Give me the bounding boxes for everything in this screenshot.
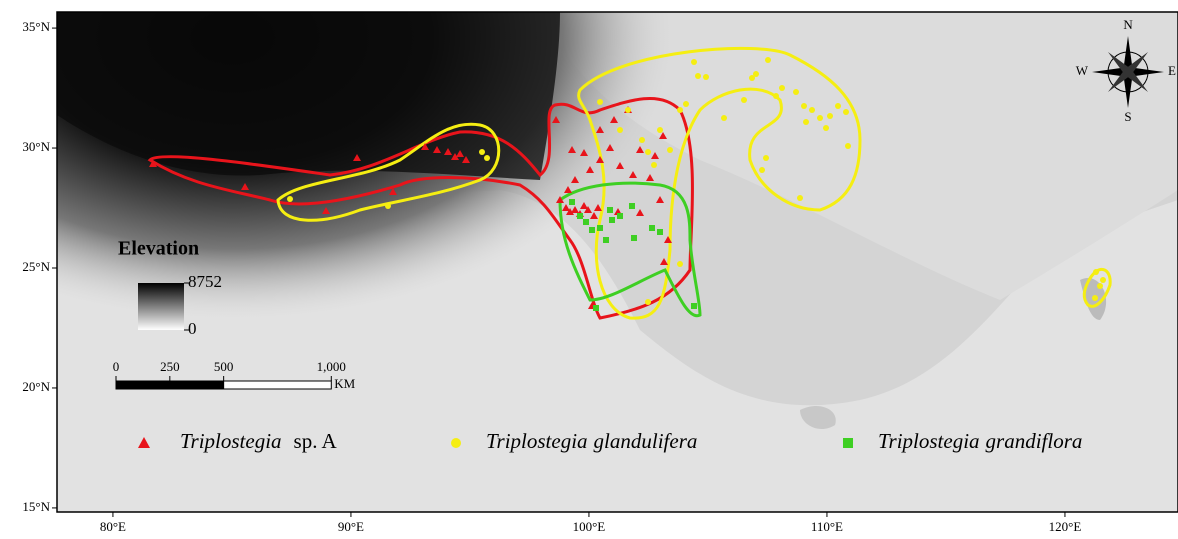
occurrence-glandulifera xyxy=(677,261,683,267)
occurrence-glandulifera xyxy=(597,99,603,105)
scale-unit: KM xyxy=(334,376,355,391)
occurrence-glandulifera xyxy=(759,167,765,173)
x-tick-label: 120°E xyxy=(1049,519,1082,534)
elevation-title: Elevation xyxy=(118,238,199,260)
occurrence-glandulifera xyxy=(617,127,623,133)
occurrence-grandiflora xyxy=(607,207,613,213)
occurrence-grandiflora xyxy=(583,219,589,225)
occurrence-glandulifera xyxy=(625,107,631,113)
occurrence-grandiflora xyxy=(649,225,655,231)
occurrence-glandulifera xyxy=(691,59,697,65)
occurrence-glandulifera xyxy=(779,85,785,91)
occurrence-glandulifera xyxy=(1093,269,1099,275)
legend-epithet: sp. A xyxy=(294,429,338,453)
occurrence-glandulifera xyxy=(823,125,829,131)
occurrence-grandiflora xyxy=(631,235,637,241)
occurrence-grandiflora xyxy=(629,203,635,209)
occurrence-glandulifera xyxy=(817,115,823,121)
elevation-max: 8752 xyxy=(188,272,222,291)
y-tick-label: 15°N xyxy=(22,499,50,514)
x-tick-label: 80°E xyxy=(100,519,126,534)
occurrence-glandulifera xyxy=(1100,277,1106,283)
legend-genus: Triplostegia xyxy=(180,429,282,453)
compass-s: S xyxy=(1124,109,1131,124)
compass-w: W xyxy=(1076,63,1089,78)
x-tick-label: 100°E xyxy=(573,519,606,534)
occurrence-grandiflora xyxy=(603,237,609,243)
occurrence-glandulifera xyxy=(385,203,391,209)
y-tick-label: 35°N xyxy=(22,19,50,34)
occurrence-glandulifera xyxy=(657,127,663,133)
occurrence-glandulifera xyxy=(741,97,747,103)
occurrence-glandulifera xyxy=(765,57,771,63)
legend-epithet: grandiflora xyxy=(986,429,1083,453)
occurrence-grandiflora xyxy=(617,213,623,219)
legend-label: Triplostegia sp. A xyxy=(180,429,338,453)
legend-symbol xyxy=(451,438,461,448)
occurrence-glandulifera xyxy=(763,155,769,161)
x-tick-label: 110°E xyxy=(811,519,843,534)
occurrence-glandulifera xyxy=(845,143,851,149)
occurrence-glandulifera xyxy=(683,101,689,107)
occurrence-glandulifera xyxy=(1092,295,1098,301)
scale-segment xyxy=(170,381,224,389)
occurrence-glandulifera xyxy=(639,137,645,143)
occurrence-glandulifera xyxy=(1097,283,1103,289)
y-tick-label: 25°N xyxy=(22,259,50,274)
elevation-min: 0 xyxy=(188,319,197,338)
occurrence-glandulifera xyxy=(803,119,809,125)
occurrence-glandulifera xyxy=(773,93,779,99)
legend-symbol xyxy=(843,438,853,448)
occurrence-glandulifera xyxy=(801,103,807,109)
occurrence-glandulifera xyxy=(287,196,293,202)
occurrence-glandulifera xyxy=(703,74,709,80)
occurrence-glandulifera xyxy=(835,103,841,109)
map: 80°E 90°E 100°E 110°E 120°E 15°N 20°N 25°N 30°N 3… xyxy=(0,0,1178,539)
y-tick-label: 30°N xyxy=(22,139,50,154)
occurrence-glandulifera xyxy=(645,299,651,305)
scale-label: 1,000 xyxy=(317,359,346,374)
x-tick-label: 90°E xyxy=(338,519,364,534)
scale-segment xyxy=(116,381,170,389)
occurrence-grandiflora xyxy=(609,217,615,223)
occurrence-glandulifera xyxy=(479,149,485,155)
occurrence-grandiflora xyxy=(589,227,595,233)
occurrence-glandulifera xyxy=(677,107,683,113)
occurrence-glandulifera xyxy=(827,113,833,119)
scale-label: 0 xyxy=(113,359,120,374)
legend-epithet: glandulifera xyxy=(594,429,698,453)
scale-segment xyxy=(224,381,332,389)
occurrence-glandulifera xyxy=(793,89,799,95)
compass-n: N xyxy=(1123,17,1133,32)
legend-genus: Triplostegia xyxy=(878,429,980,453)
occurrence-glandulifera xyxy=(645,149,651,155)
occurrence-glandulifera xyxy=(695,73,701,79)
occurrence-grandiflora xyxy=(691,303,697,309)
occurrence-glandulifera xyxy=(809,107,815,113)
occurrence-glandulifera xyxy=(667,147,673,153)
scale-label: 250 xyxy=(160,359,180,374)
occurrence-glandulifera xyxy=(797,195,803,201)
occurrence-grandiflora xyxy=(657,229,663,235)
legend-genus: Triplostegia xyxy=(486,429,588,453)
y-tick-label: 20°N xyxy=(22,379,50,394)
occurrence-grandiflora xyxy=(597,225,603,231)
occurrence-grandiflora xyxy=(569,199,575,205)
occurrence-glandulifera xyxy=(484,155,490,161)
compass-e: E xyxy=(1168,63,1176,78)
occurrence-glandulifera xyxy=(721,115,727,121)
elevation-ramp xyxy=(138,283,184,330)
occurrence-grandiflora xyxy=(577,213,583,219)
occurrence-grandiflora xyxy=(593,305,599,311)
scale-label: 500 xyxy=(214,359,234,374)
occurrence-glandulifera xyxy=(651,162,657,168)
occurrence-glandulifera xyxy=(753,71,759,77)
occurrence-glandulifera xyxy=(843,109,849,115)
